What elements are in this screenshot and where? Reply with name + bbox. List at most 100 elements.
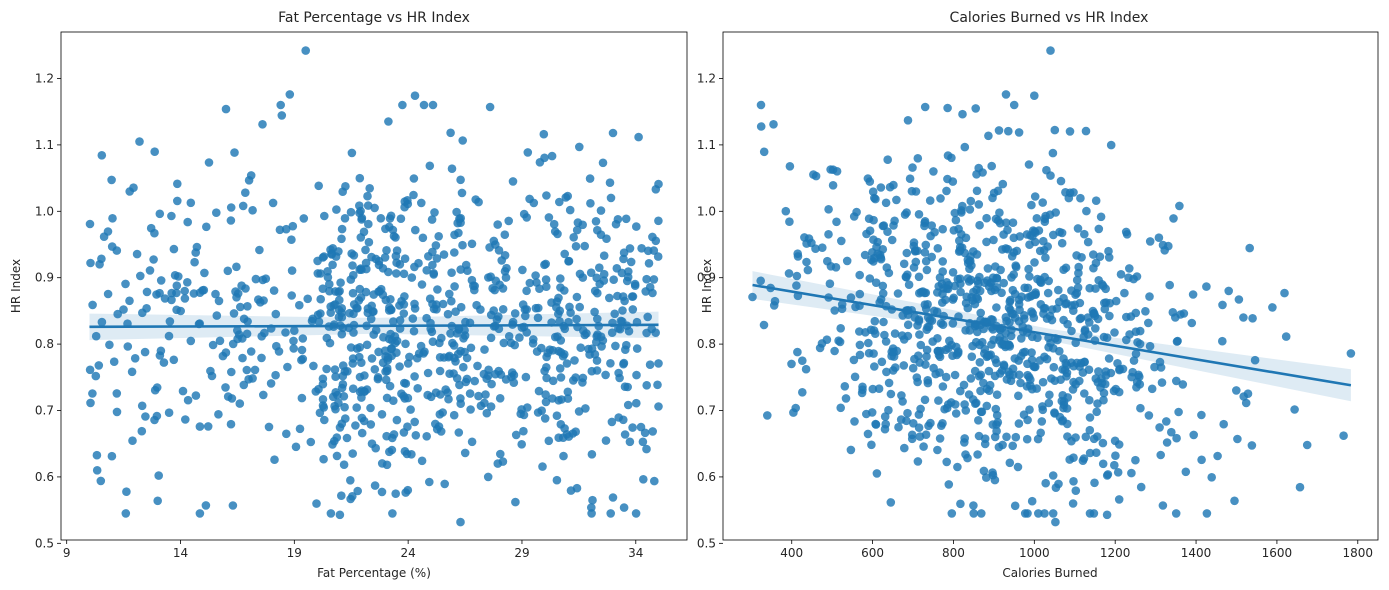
data-point <box>173 196 182 206</box>
data-point <box>357 213 367 223</box>
data-point <box>1078 456 1088 466</box>
data-point <box>878 289 888 298</box>
data-point <box>541 275 551 284</box>
data-point <box>894 422 903 432</box>
data-point <box>395 260 405 269</box>
data-point <box>636 422 646 432</box>
data-point <box>1040 352 1049 362</box>
data-point <box>550 227 560 236</box>
data-point <box>976 308 985 318</box>
data-point <box>1046 171 1055 180</box>
data-point <box>1085 395 1094 405</box>
data-point <box>984 386 994 396</box>
data-point <box>802 239 811 248</box>
data-point <box>356 293 366 302</box>
data-point <box>896 415 906 424</box>
data-point <box>1187 318 1197 328</box>
data-point <box>1150 362 1159 372</box>
data-point <box>1114 387 1124 397</box>
data-point <box>595 263 604 273</box>
data-point <box>156 276 166 285</box>
data-point <box>186 336 196 346</box>
data-point <box>258 120 267 129</box>
data-point <box>872 242 881 252</box>
data-point <box>1136 403 1145 413</box>
data-point <box>357 428 367 438</box>
data-point <box>498 305 508 314</box>
data-point <box>792 271 802 281</box>
data-point <box>632 370 641 380</box>
data-point <box>628 292 638 301</box>
data-point <box>989 335 998 345</box>
data-point <box>590 307 599 317</box>
data-point <box>223 266 233 276</box>
data-point <box>248 374 257 383</box>
data-point <box>295 300 304 310</box>
data-point <box>150 228 159 238</box>
x-tick-label: 400 <box>780 546 803 560</box>
data-point <box>1032 384 1041 393</box>
data-point <box>201 501 211 510</box>
data-point <box>447 296 456 306</box>
data-point <box>1113 359 1122 368</box>
data-point <box>137 426 147 436</box>
data-point <box>1098 459 1108 469</box>
data-point <box>1085 448 1095 458</box>
data-point <box>1105 311 1114 321</box>
data-point <box>239 314 249 324</box>
data-point <box>933 244 943 253</box>
data-point <box>325 279 334 289</box>
data-point <box>438 299 448 309</box>
data-point <box>121 509 131 518</box>
data-point <box>980 278 990 288</box>
data-point <box>466 405 475 414</box>
data-point <box>865 177 875 186</box>
data-point <box>410 262 419 272</box>
x-tick-label: 1000 <box>1019 546 1050 560</box>
data-point <box>500 230 510 239</box>
plot-frame <box>60 31 688 541</box>
data-point <box>963 303 973 313</box>
data-point <box>1085 318 1094 327</box>
data-point <box>569 376 578 385</box>
y-tick-label: 0.8 <box>697 337 716 351</box>
data-point <box>934 396 943 405</box>
data-point <box>538 462 547 471</box>
data-point <box>432 254 442 263</box>
data-point <box>472 300 481 310</box>
data-point <box>549 219 559 229</box>
data-point <box>195 509 205 518</box>
data-point <box>933 334 942 343</box>
data-point <box>870 316 880 326</box>
data-point <box>929 363 938 373</box>
data-point <box>599 276 609 285</box>
data-point <box>226 203 236 212</box>
data-point <box>951 409 961 418</box>
data-point <box>1155 423 1164 432</box>
data-point <box>291 442 301 452</box>
data-point <box>364 219 373 229</box>
data-point <box>563 394 573 403</box>
data-point <box>1049 344 1058 353</box>
data-point <box>982 473 991 482</box>
data-point <box>1197 410 1206 420</box>
data-point <box>169 355 179 365</box>
y-tick-label: 0.8 <box>35 337 54 351</box>
data-point <box>432 424 442 434</box>
data-point <box>565 205 575 215</box>
data-point <box>403 199 413 209</box>
data-point <box>969 509 978 518</box>
data-point <box>976 407 986 417</box>
data-point <box>232 262 241 272</box>
data-point <box>923 322 932 332</box>
data-point <box>892 346 902 356</box>
data-point <box>408 314 418 323</box>
data-point <box>759 320 769 330</box>
data-point <box>871 278 881 288</box>
data-point <box>359 227 369 237</box>
data-point <box>990 371 1000 381</box>
data-point <box>456 302 466 312</box>
data-point <box>938 298 947 307</box>
data-point <box>391 233 400 242</box>
data-point <box>883 155 892 164</box>
